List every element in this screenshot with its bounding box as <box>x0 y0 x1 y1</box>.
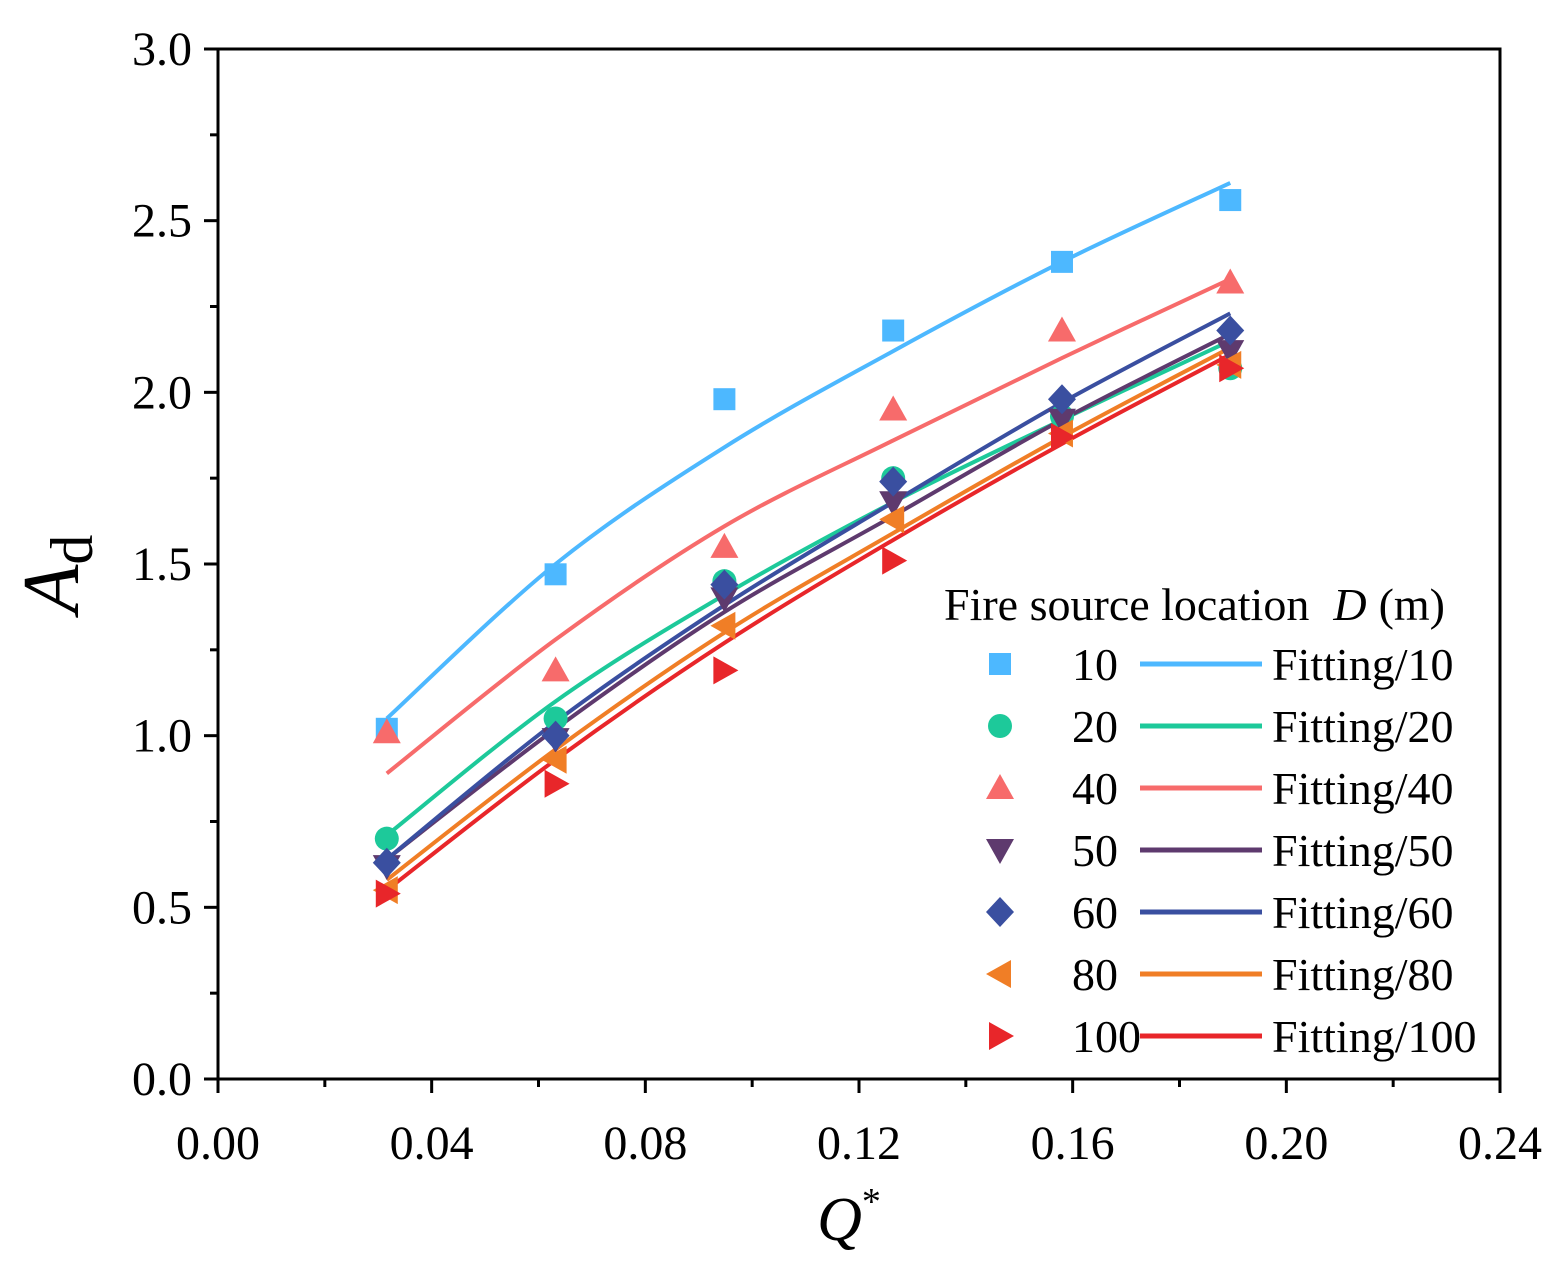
legend-fit-label-50: Fitting/50 <box>1272 825 1453 876</box>
legend-label-40: 40 <box>1072 763 1118 814</box>
data-point-60 <box>879 466 908 497</box>
x-tick-label: 0.20 <box>1244 1117 1328 1170</box>
legend-fit-label-40: Fitting/40 <box>1272 763 1453 814</box>
y-axis-label: Ad <box>8 535 105 619</box>
legend-label-10: 10 <box>1072 639 1118 690</box>
fit-line-10 <box>385 181 1232 720</box>
data-point-10 <box>1219 189 1242 212</box>
data-point-50 <box>710 587 739 613</box>
data-point-60 <box>372 847 401 878</box>
data-points-group <box>372 189 1245 908</box>
legend-fit-label-100: Fitting/100 <box>1272 1011 1476 1062</box>
data-point-40 <box>1216 268 1245 294</box>
x-tick-label: 0.04 <box>390 1117 474 1170</box>
data-point-10 <box>1050 250 1073 273</box>
fit-line-100 <box>385 352 1232 892</box>
data-point-50 <box>879 491 908 517</box>
data-point-60 <box>710 569 739 600</box>
legend-entry-10: 10 Fitting/10 <box>989 639 1453 690</box>
data-point-40 <box>710 532 739 558</box>
y-tick-label: 0.0 <box>132 1053 192 1106</box>
fit-line-40 <box>385 277 1232 775</box>
legend-marker-10 <box>989 653 1011 675</box>
legend-entry-80: 80 Fitting/80 <box>986 949 1453 1000</box>
data-point-40 <box>541 656 570 682</box>
data-point-100 <box>375 879 401 908</box>
data-point-100 <box>1219 354 1245 383</box>
legend-label-50: 50 <box>1072 825 1118 876</box>
x-axis-label: Q* <box>817 1181 881 1254</box>
data-point-40 <box>879 395 908 421</box>
fit-line-50 <box>385 332 1232 861</box>
fit-line-80 <box>385 345 1232 882</box>
data-point-80 <box>710 611 736 640</box>
axis-labels-group: 0.00 0.04 0.08 0.12 0.16 0.20 0.24 0.0 0.5 1.0 1.5… <box>8 23 1542 1254</box>
data-point-20 <box>543 706 568 731</box>
data-point-40 <box>1047 316 1076 342</box>
data-point-60 <box>1216 315 1245 346</box>
x-tick-label: 0.00 <box>176 1117 260 1170</box>
fit-lines-group <box>385 181 1232 892</box>
x-tick-label: 0.16 <box>1031 1117 1115 1170</box>
legend-label-60: 60 <box>1072 887 1118 938</box>
data-point-100 <box>1050 422 1076 451</box>
data-point-100 <box>544 769 570 798</box>
x-tick-label: 0.12 <box>817 1117 901 1170</box>
legend-fit-label-60: Fitting/60 <box>1272 887 1453 938</box>
y-tick-label: 0.5 <box>132 881 192 934</box>
legend-title: Fire source location D (m) <box>944 579 1445 630</box>
data-point-80 <box>879 505 905 534</box>
legend-entry-60: 60 Fitting/60 <box>986 887 1453 938</box>
y-tick-label: 2.5 <box>132 195 192 248</box>
data-point-100 <box>713 656 739 685</box>
data-point-10 <box>882 319 905 342</box>
data-point-100 <box>882 546 908 575</box>
x-tick-label: 0.08 <box>603 1117 687 1170</box>
legend-marker-20 <box>988 714 1012 738</box>
data-point-10 <box>544 563 567 586</box>
legend-entry-100: 100 Fitting/100 <box>989 1011 1476 1062</box>
data-point-50 <box>1216 340 1245 366</box>
legend-label-80: 80 <box>1072 949 1118 1000</box>
legend-fit-label-20: Fitting/20 <box>1272 701 1453 752</box>
legend-marker-50 <box>986 839 1014 864</box>
data-point-40 <box>372 718 401 744</box>
data-point-60 <box>1047 384 1076 415</box>
y-tick-label: 1.5 <box>132 538 192 591</box>
legend-marker-40 <box>986 774 1014 799</box>
data-point-80 <box>541 745 567 774</box>
ticks-group <box>204 47 1502 1093</box>
legend-entry-40: 40 Fitting/40 <box>986 763 1453 814</box>
legend-marker-100 <box>989 1022 1014 1050</box>
legend-fit-label-80: Fitting/80 <box>1272 949 1453 1000</box>
legend-fit-label-10: Fitting/10 <box>1272 639 1453 690</box>
legend-entry-50: 50 Fitting/50 <box>986 825 1453 876</box>
data-point-20 <box>374 826 399 851</box>
data-point-60 <box>541 720 570 751</box>
legend-label-100: 100 <box>1072 1011 1141 1062</box>
legend-marker-60 <box>986 897 1014 927</box>
y-tick-label: 1.0 <box>132 710 192 763</box>
fit-line-60 <box>385 311 1232 861</box>
legend-label-20: 20 <box>1072 701 1118 752</box>
data-point-10 <box>713 388 736 411</box>
x-tick-label: 0.24 <box>1458 1117 1542 1170</box>
legend: Fire source location D (m) 10 Fitting/10 20 Fi… <box>944 579 1476 1062</box>
data-point-50 <box>1047 408 1076 434</box>
legend-entry-20: 20 Fitting/20 <box>988 701 1453 752</box>
y-tick-label: 3.0 <box>132 23 192 76</box>
y-tick-label: 2.0 <box>132 366 192 419</box>
legend-marker-80 <box>986 960 1011 988</box>
